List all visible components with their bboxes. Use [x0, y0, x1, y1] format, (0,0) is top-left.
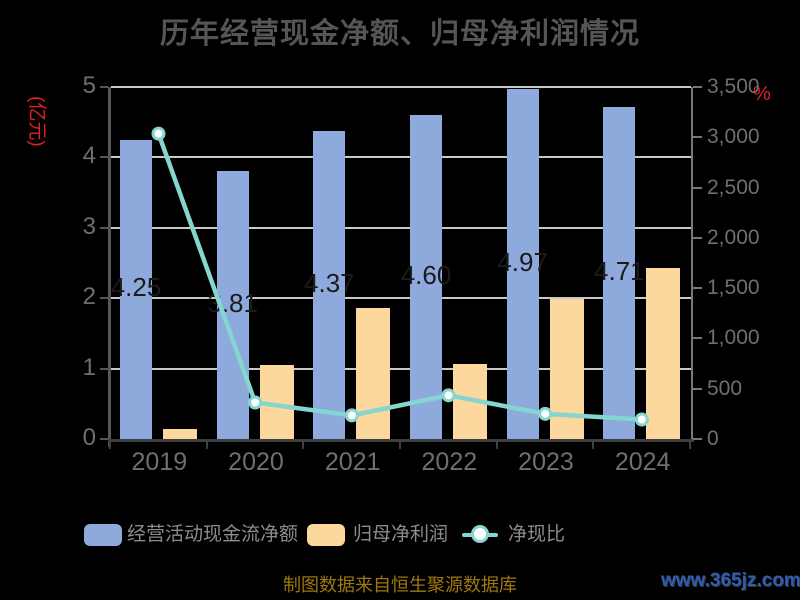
x-axis-tick-label: 2023	[518, 448, 574, 476]
gridline	[111, 226, 691, 229]
ratio-point-2020	[248, 395, 263, 410]
left-axis-tick-label: 5	[82, 72, 96, 99]
left-axis-tick	[100, 367, 108, 370]
ratio-point-2024	[634, 412, 649, 427]
bar-cash-2023	[506, 89, 539, 439]
ratio-point-2022	[441, 388, 456, 403]
left-y-axis-line	[108, 87, 111, 447]
legend-label-profit-bar[interactable]: 归母净利润	[353, 524, 449, 545]
legend-marker-ratio-icon[interactable]	[471, 525, 489, 543]
bar-cash-2021	[313, 131, 346, 439]
x-axis-tick	[399, 442, 401, 449]
bar-value-label-2022: 4.60	[400, 260, 452, 291]
ratio-point-2019	[151, 126, 166, 141]
bar-profit-2019	[163, 429, 197, 439]
x-axis-tick-label: 2019	[131, 448, 188, 476]
gridline	[111, 297, 691, 300]
bar-cash-2019	[120, 139, 152, 439]
right-axis-tick-label: 2,500	[707, 175, 760, 199]
bar-value-label-2023: 4.97	[497, 247, 548, 278]
x-axis-tick-label: 2021	[324, 448, 381, 476]
right-axis-tick-label: 1,000	[707, 326, 760, 350]
data-source-note: 制图数据来自恒生聚源数据库	[283, 575, 517, 595]
right-axis-tick	[693, 236, 702, 239]
x-axis-line	[108, 439, 694, 442]
x-axis-tick	[205, 442, 208, 449]
right-axis-tick	[693, 438, 702, 440]
x-axis-tick	[302, 442, 305, 449]
right-axis-unit-label: %	[753, 83, 771, 105]
right-axis-tick-label: 1,500	[707, 276, 760, 300]
ratio-line	[156, 132, 642, 422]
right-axis-tick	[693, 337, 702, 340]
bar-profit-2024	[646, 267, 681, 439]
legend-swatch-cash-bar[interactable]	[84, 524, 122, 546]
ratio-point-2023	[538, 406, 553, 421]
legend-label-cash-bar[interactable]: 经营活动现金流净额	[127, 524, 299, 545]
left-axis-tick-label: 4	[82, 142, 96, 170]
right-axis-tick-label: 500	[707, 376, 743, 400]
site-watermark[interactable]: www.365jz.com	[661, 570, 800, 591]
right-axis-tick	[693, 186, 702, 189]
bar-value-label-2021: 4.37	[304, 268, 355, 299]
x-axis-tick	[689, 442, 691, 449]
x-axis-tick	[495, 442, 498, 449]
gridline	[111, 367, 691, 370]
left-axis-tick-label: 0	[82, 424, 96, 451]
x-axis-tick-label: 2020	[228, 448, 284, 476]
left-axis-tick	[100, 86, 108, 88]
gridline	[111, 156, 691, 159]
legend-label-ratio[interactable]: 净现比	[508, 524, 566, 545]
legend-swatch-profit-bar[interactable]	[307, 524, 345, 546]
bar-value-label-2019: 4.25	[110, 272, 162, 303]
x-axis-tick-label: 2022	[421, 448, 478, 476]
x-axis-tick	[109, 442, 111, 449]
right-axis-tick-label: 3,500	[707, 75, 760, 98]
bar-value-label-2024: 4.71	[594, 256, 645, 287]
ratio-point-2021	[344, 408, 359, 423]
right-axis-tick	[693, 86, 702, 88]
gridline	[111, 86, 691, 88]
left-axis-tick	[100, 156, 108, 159]
left-axis-tick	[100, 297, 108, 300]
right-axis-tick	[693, 136, 702, 139]
ratio-line-chart	[151, 126, 649, 427]
left-axis-tick-label: 3	[82, 212, 96, 240]
bar-cash-2022	[410, 115, 442, 439]
right-axis-tick-label: 3,000	[707, 125, 760, 149]
left-axis-tick	[100, 438, 108, 440]
bar-cash-2024	[603, 107, 636, 439]
right-y-axis-line	[691, 87, 693, 441]
right-axis-tick	[693, 287, 702, 290]
chart-title: 历年经营现金净额、归母净利润情况	[159, 18, 640, 50]
right-axis-tick-label: 0	[707, 427, 719, 450]
left-axis-tick-label: 2	[82, 283, 96, 311]
plot-area: 4.25 3.81 4.37 4.60 4.97 4.71	[110, 86, 691, 439]
x-axis-tick-label: 2024	[614, 448, 671, 476]
x-axis-tick	[592, 442, 595, 449]
left-axis-tick-label: 1	[82, 353, 96, 381]
left-axis-tick	[100, 226, 108, 229]
right-axis-tick	[693, 387, 702, 390]
bar-profit-2021	[356, 308, 391, 439]
right-axis-tick-label: 2,000	[707, 225, 760, 249]
